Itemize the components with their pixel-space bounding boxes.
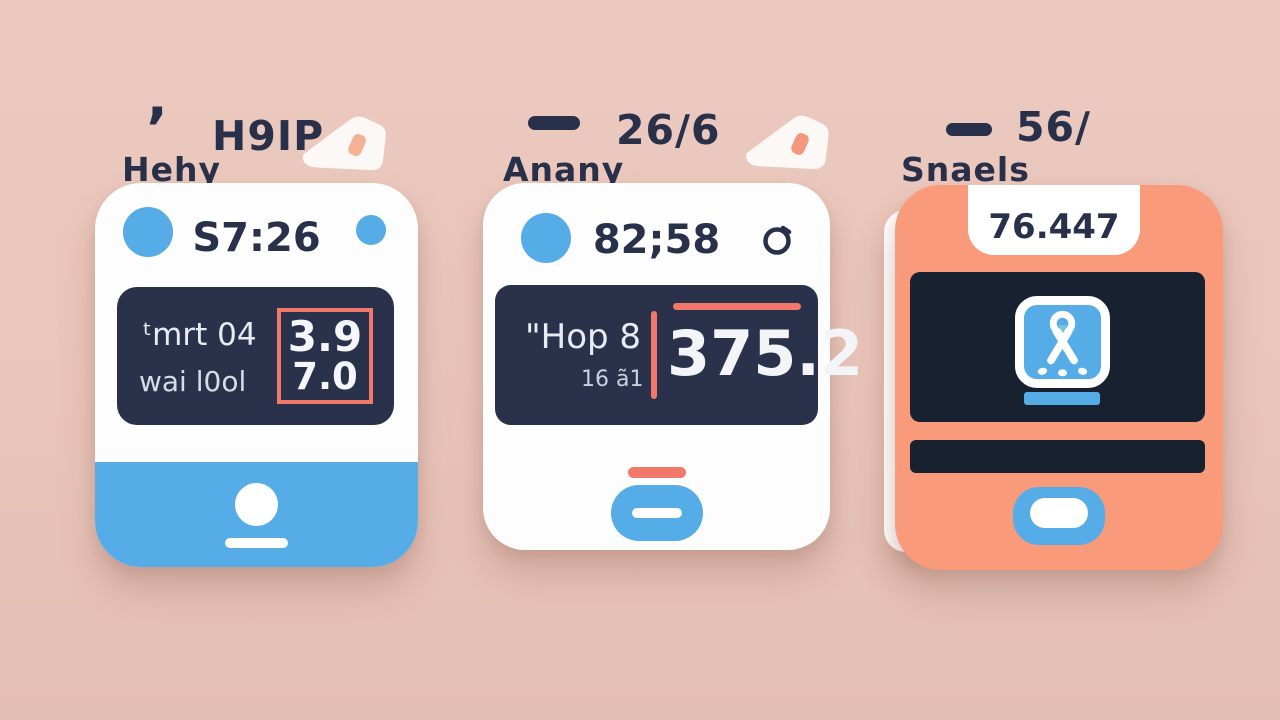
watch-card-1: S7:26 ᵗmrt 04 wai l0ol 3.9 7.0 — [95, 183, 418, 567]
watch-3-button[interactable] — [1013, 487, 1105, 545]
header-2-name: Anany — [503, 150, 625, 189]
highlight-value-box: 3.9 7.0 — [277, 308, 373, 404]
watch-1-screen: ᵗmrt 04 wai l0ol 3.9 7.0 — [117, 287, 394, 425]
header-2-value: 26/6 — [616, 106, 721, 154]
metric-label: "Hop 8 — [525, 317, 642, 357]
header-1-name: Hehy — [122, 150, 222, 189]
header-3-value: 56/ — [1016, 103, 1092, 151]
header-3-name: Snaels — [901, 150, 1030, 189]
accent-bar — [673, 303, 801, 310]
watch-card-3: 76.447 — [895, 185, 1223, 570]
header-1-value: H9IP — [212, 112, 325, 160]
watch-2-time: 82;58 — [592, 217, 721, 263]
watch-2-screen: "Hop 8 16 ã1 375.2 — [495, 285, 863, 425]
monitor-icon — [1015, 296, 1110, 388]
dash-icon — [528, 116, 580, 130]
metric-label: 16 ã1 — [581, 367, 644, 392]
paper-plane-icon — [746, 115, 829, 169]
power-dot-icon[interactable] — [123, 207, 173, 257]
stopwatch-icon[interactable] — [760, 221, 796, 257]
value-bottom: 7.0 — [292, 354, 358, 398]
person-icon[interactable] — [235, 483, 278, 526]
paper-plane-icon — [303, 116, 386, 171]
power-dot-icon[interactable] — [521, 213, 571, 263]
big-value: 375.2 — [667, 317, 864, 390]
slot-bar — [910, 440, 1205, 473]
watch-3-screen — [910, 272, 1205, 422]
dash-icon — [946, 123, 992, 136]
ribbon-icon — [1037, 310, 1088, 377]
watch-1-band — [95, 462, 418, 567]
metric-label: wai l0ol — [139, 365, 247, 398]
status-dot-icon[interactable] — [356, 215, 386, 245]
divider-bar — [651, 311, 657, 399]
accent-dash — [628, 467, 686, 478]
watch-1-time: S7:26 — [192, 215, 321, 261]
watch-card-2: 82;58 "Hop 8 16 ã1 375.2 — [483, 183, 863, 550]
watch-3-value: 76.447 — [988, 207, 1120, 247]
value-top: 3.9 — [287, 311, 363, 361]
button-slot — [1030, 498, 1088, 528]
monitor-stand — [1024, 392, 1100, 405]
watch-2-button[interactable] — [611, 485, 703, 541]
person-icon-base — [225, 538, 288, 548]
button-slot — [632, 508, 682, 518]
display-tab: 76.447 — [968, 185, 1140, 255]
comma-mark: ’ — [146, 95, 169, 163]
metric-label: ᵗmrt 04 — [143, 317, 257, 353]
